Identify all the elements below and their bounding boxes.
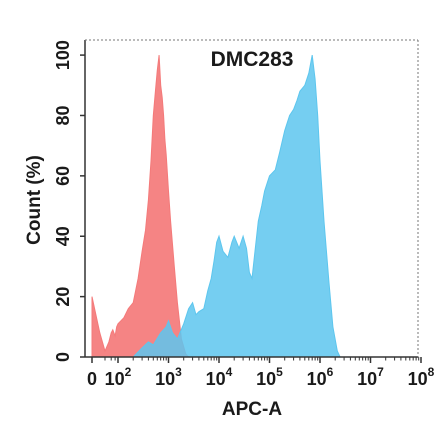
x-tick-label-0: 0 — [87, 369, 97, 389]
x-tick-label-1: 102 — [105, 365, 132, 389]
x-tick-base-2: 10 — [155, 369, 175, 389]
x-tick-base-1: 10 — [105, 369, 125, 389]
x-tick-base-7: 10 — [408, 369, 428, 389]
y-tick-label-100: 100 — [53, 40, 73, 70]
y-tick-label-20: 20 — [53, 287, 73, 307]
x-tick-exp-7: 8 — [428, 365, 435, 379]
x-tick-label-5: 106 — [307, 365, 334, 389]
series-area-2 — [132, 55, 341, 358]
x-tick-exp-4: 5 — [276, 365, 283, 379]
series-area-1 — [91, 55, 190, 358]
y-tick-label-40: 40 — [53, 226, 73, 246]
chart-title: DMC283 — [211, 48, 294, 71]
x-tick-base-5: 10 — [307, 369, 327, 389]
x-tick-label-7: 108 — [408, 365, 435, 389]
y-tick-label-60: 60 — [53, 166, 73, 186]
x-tick-exp-5: 6 — [327, 365, 334, 379]
x-tick-base-6: 10 — [357, 369, 377, 389]
y-tick-label-80: 80 — [53, 105, 73, 125]
x-tick-exp-6: 7 — [377, 365, 384, 379]
x-tick-label-4: 105 — [256, 365, 283, 389]
series-layer — [91, 55, 341, 358]
y-tick-label-0: 0 — [53, 352, 73, 362]
x-axis-label: APC-A — [222, 399, 282, 420]
x-tick-base-3: 10 — [206, 369, 226, 389]
x-tick-label-3: 104 — [206, 365, 233, 389]
x-tick-base-4: 10 — [256, 369, 276, 389]
y-axis-label: Count (%) — [24, 155, 45, 245]
x-tick-exp-1: 2 — [125, 365, 132, 379]
x-tick-label-2: 103 — [155, 365, 182, 389]
x-tick-exp-2: 3 — [175, 365, 182, 379]
x-tick-exp-3: 4 — [226, 365, 233, 379]
x-tick-label-6: 107 — [357, 365, 384, 389]
